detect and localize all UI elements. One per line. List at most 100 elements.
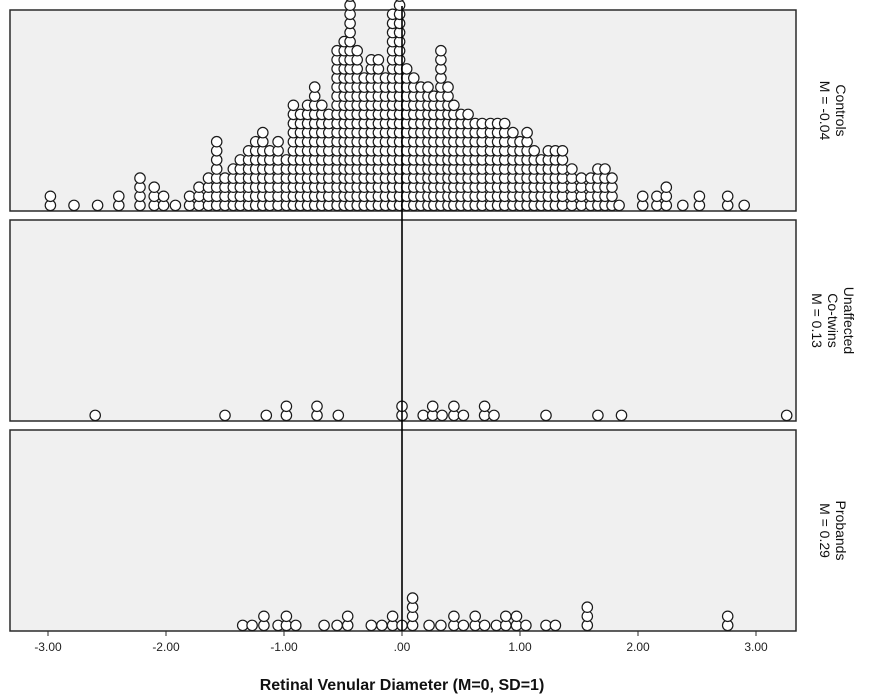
data-point [435,619,447,632]
x-tick-label: -3.00 [34,640,62,654]
panel-2-background [9,429,797,632]
data-point [448,99,460,112]
data-point [592,409,604,422]
data-point [478,400,491,413]
data-point [210,135,223,148]
data-point [280,400,293,413]
panel-label-line: M = 0.29 [817,503,833,558]
data-point [365,619,378,632]
data-point [457,619,470,632]
data-point [395,0,404,2]
panel-label-line: M = 0.13 [809,293,825,348]
data-point [423,619,435,632]
data-point [134,172,146,184]
data-point [462,108,474,121]
data-point [376,619,388,632]
data-point [510,610,523,623]
x-tick-label: .00 [394,640,411,654]
data-point [68,199,80,212]
x-axis: -3.00 -2.00 -1.00 .00 1.00 2.00 3.00 [34,631,768,654]
x-axis-title: Retinal Venular Diameter (M=0, SD=1) [260,677,545,694]
data-point [157,190,170,203]
data-point [721,610,734,623]
panel-label-line: M = -0.04 [817,81,833,141]
data-point [521,126,533,139]
panel-label-line: Probands [833,501,849,561]
data-point [436,409,448,422]
data-point [422,81,434,93]
data-point [407,72,420,84]
data-point [148,181,160,193]
data-point [581,601,594,613]
data-point [113,190,125,203]
data-point [44,190,57,203]
x-tick-label: 1.00 [508,640,532,654]
data-point [351,44,363,57]
panel-label-line: Co-twins [825,293,841,347]
data-point [258,610,270,623]
data-point [448,400,460,413]
data-point [345,0,355,2]
data-point [520,619,532,632]
data-point [606,172,618,184]
data-point [400,63,413,75]
data-point [499,610,512,623]
data-point [89,409,101,422]
data-point [566,163,578,175]
data-point [246,619,258,632]
data-point [311,400,323,413]
data-point [344,0,356,11]
data-point [528,145,540,157]
data-point [457,409,470,422]
data-point [287,99,300,112]
panel-1-label: UnaffectedCo-twinsM = 0.13 [809,287,857,354]
data-point [780,409,793,422]
data-point [341,610,354,623]
x-tick-label: 2.00 [626,640,650,654]
data-point [738,199,750,212]
data-point [417,409,429,422]
data-point [318,619,330,632]
data-point [507,126,519,139]
data-point [331,619,343,632]
x-tick-label: 3.00 [744,640,768,654]
data-point [469,610,481,623]
data-point [540,409,552,422]
data-point [272,135,284,148]
data-point [406,592,419,604]
data-point [488,409,500,422]
data-point [386,610,399,623]
data-point [193,181,205,193]
data-point [721,190,734,203]
data-point [442,81,454,93]
data-point [308,81,321,93]
data-point [636,190,649,203]
data-point [260,409,273,422]
data-point [615,409,628,422]
data-point [613,199,625,212]
data-point [289,619,302,632]
data-point [478,619,491,632]
data-point [280,610,293,623]
data-point [549,619,562,632]
data-point [676,199,689,212]
data-point [556,145,569,157]
data-point [498,117,511,130]
data-point [169,199,182,212]
panel-2-label: ProbandsM = 0.29 [817,501,849,561]
x-tick-label: -2.00 [152,640,180,654]
data-point [315,99,328,112]
dots-layer [44,0,793,632]
data-point [219,409,231,422]
panel-label-line: Unaffected [841,287,857,354]
panel-1-background [9,219,797,422]
data-point [426,400,439,413]
panel-label-line: Controls [833,84,849,136]
panel-0-label: ControlsM = -0.04 [817,81,849,141]
data-point [448,610,460,623]
x-tick-label: -1.00 [270,640,298,654]
data-point [693,190,706,203]
data-point [599,163,611,175]
